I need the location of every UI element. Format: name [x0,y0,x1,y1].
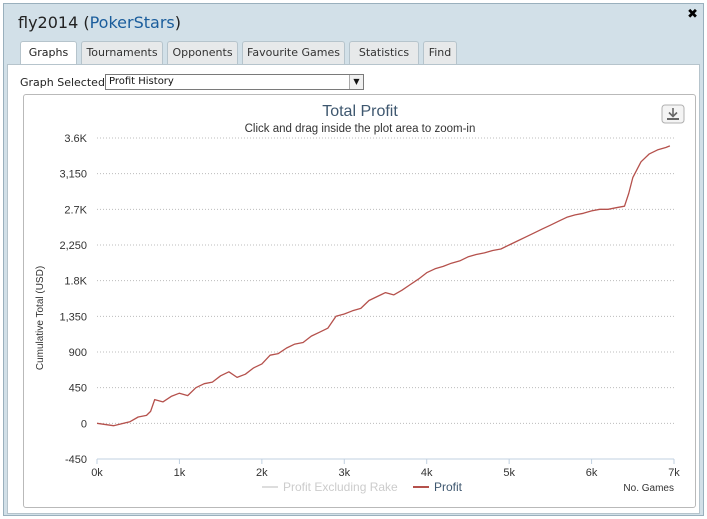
x-axis-ticks: 0k 1k 2k 3k 4k 5k 6k 7k [91,459,680,479]
y-tick-label: 3,150 [59,169,87,181]
tab-favourite-games[interactable]: Favourite Games [242,41,345,64]
y-tick-label: 2.7K [64,204,87,216]
y-tick-label: 450 [69,383,87,395]
y-tick-label: 1.8K [64,276,87,288]
graphs-panel: Graph Selected: Profit History ▼ Total P… [7,64,700,514]
x-tick-label: 1k [174,467,186,479]
chart-series [96,145,671,427]
x-tick-label: 7k [668,467,680,479]
tab-opponents[interactable]: Opponents [167,41,238,64]
x-tick-label: 0k [91,467,103,479]
title-close-paren: ) [174,13,181,32]
series-line-1[interactable] [96,145,671,427]
site-link[interactable]: PokerStars [89,13,175,32]
tab-tournaments[interactable]: Tournaments [81,41,163,64]
window-title: fly2014 (PokerStars) [18,13,181,32]
download-icon [667,108,679,120]
y-tick-label: 2,250 [59,240,87,252]
graph-selected-label: Graph Selected: [20,76,109,89]
y-axis-label: Cumulative Total (USD) [35,266,46,370]
y-tick-label: 900 [69,347,87,359]
x-tick-label: 3k [338,467,350,479]
legend-item-profit[interactable]: Profit [413,480,463,494]
x-axis-label: No. Games [623,483,674,494]
chart-title: Total Profit [322,103,398,120]
x-tick-label: 4k [421,467,433,479]
graph-select-value: Profit History [109,76,174,87]
tab-statistics[interactable]: Statistics [349,41,419,64]
legend-label-profit-excluding-rake: Profit Excluding Rake [283,480,398,494]
player-window: fly2014 (PokerStars) ✖ Graphs Tournament… [3,3,704,516]
tab-graphs[interactable]: Graphs [20,41,77,65]
chart-grid [97,137,674,424]
chart-legend: Profit Excluding Rake Profit [262,480,463,494]
chevron-down-icon[interactable]: ▼ [349,75,363,89]
chart-container: Total Profit Click and drag inside the p… [23,94,696,508]
graph-select-dropdown[interactable]: Profit History ▼ [105,74,364,90]
chart-subtitle: Click and drag inside the plot area to z… [245,123,476,135]
y-axis-ticks: -450 0 450 900 1,350 1.8K 2,250 2.7K 3,150 3.6K [59,133,87,466]
y-tick-label: -450 [65,454,87,466]
x-tick-label: 2k [256,467,268,479]
x-tick-label: 5k [503,467,515,479]
legend-label-profit: Profit [434,480,463,494]
x-tick-label: 6k [586,467,598,479]
y-tick-label: 0 [81,418,87,430]
tab-find[interactable]: Find [423,41,457,64]
legend-item-profit-excluding-rake[interactable]: Profit Excluding Rake [262,480,398,494]
y-tick-label: 3.6K [64,133,87,145]
title-open-paren: ( [78,13,90,32]
profit-chart[interactable]: Total Profit Click and drag inside the p… [24,95,695,507]
player-name: fly2014 [18,13,79,32]
close-icon[interactable]: ✖ [687,7,698,22]
download-button[interactable] [661,104,685,124]
y-tick-label: 1,350 [59,311,87,323]
